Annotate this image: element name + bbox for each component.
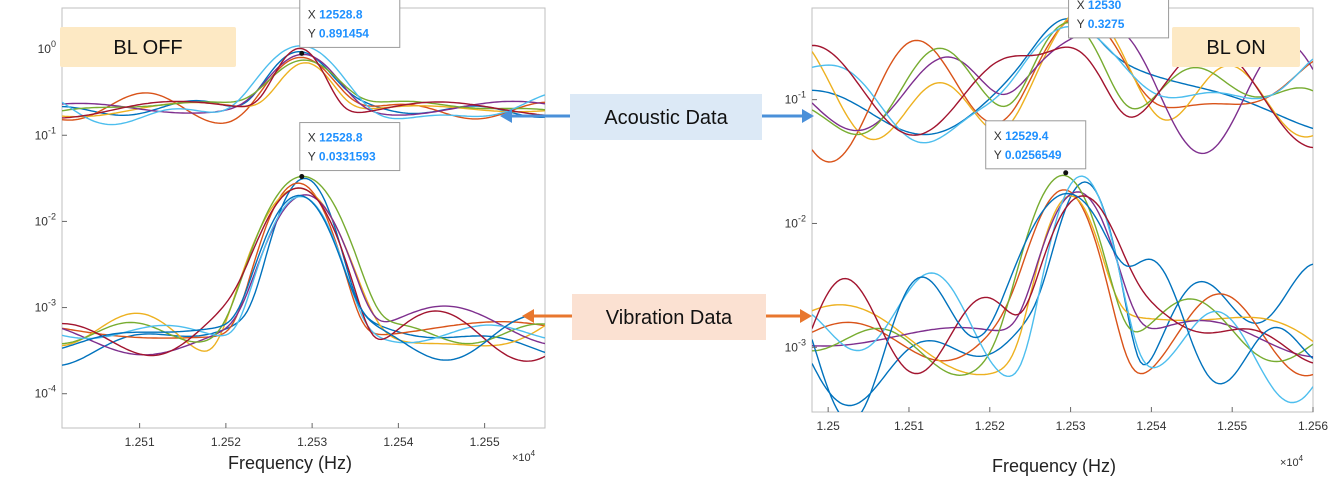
vibration-series-line (812, 175, 1313, 404)
vibration-series-line (812, 174, 1313, 377)
x-tick-label: 1.25 (816, 419, 840, 433)
x-tick-label: 1.254 (1136, 419, 1166, 433)
acoustic-series-line (62, 62, 545, 118)
vibration-arrowhead-right (800, 309, 812, 323)
vibration-label: Vibration Data (606, 307, 733, 329)
acoustic-series-line (62, 47, 545, 119)
acoustic-series-line (812, 21, 1313, 136)
plot-area-left (61, 7, 546, 429)
x-tick-label: 1.255 (1217, 419, 1247, 433)
y-tick-label: 10-1 (35, 125, 56, 142)
vibration-series-line (62, 182, 545, 339)
datatip-box (1068, 0, 1170, 39)
datatip-y: Y 0.891454 (308, 26, 370, 40)
plot-area-right (811, 7, 1314, 413)
datatip-marker (1063, 170, 1069, 176)
datatip-y: Y 0.0331593 (308, 150, 376, 164)
chart-bl-on: 1.25 1.251 1.252 1.253 1.254 1.255 1.256 10-1 10… (785, 0, 1328, 476)
x-tick-label: 1.255 (470, 435, 500, 449)
y-tick-label: 10-4 (35, 384, 56, 401)
x-tick-label: 1.256 (1298, 419, 1328, 433)
vibration-series-line (62, 177, 545, 366)
y-tick-label: 10-2 (35, 211, 56, 228)
x-tick-label: 1.251 (125, 435, 155, 449)
datatip-marker (299, 50, 305, 56)
acoustic-series-line (812, 17, 1313, 136)
vibration-series-line (812, 192, 1313, 412)
datatip-x: X 12528.8 (308, 131, 363, 145)
datatip-box (299, 122, 401, 172)
title-bg-left (60, 27, 236, 67)
acoustic-arrowhead-right (802, 109, 814, 123)
x-multiplier-right: ×104 (1280, 454, 1304, 469)
vibration-series-line (62, 187, 545, 362)
datatip-box (985, 120, 1087, 170)
datatip-x: X 12528.8 (308, 7, 363, 21)
datatip-marker (299, 174, 305, 180)
vibration-label-bg (572, 294, 766, 340)
acoustic-series-line (812, 25, 1313, 155)
x-tick-label: 1.253 (1056, 419, 1086, 433)
y-tick-label: 10-3 (785, 337, 806, 354)
vibration-series-line (812, 181, 1313, 407)
datatips-left: X 12528.8 Y 0.891454 X 12528.8 Y 0.0331593 (299, 0, 401, 180)
x-axis-label-left: Frequency (Hz) (228, 453, 352, 473)
y-tick-label: 10-3 (35, 298, 56, 315)
datatip-box (299, 0, 401, 48)
x-tick-label: 1.252 (211, 435, 241, 449)
y-tick-label: 10-2 (785, 213, 806, 230)
datatip-x: X 12530 (1077, 0, 1122, 12)
vibration-series-line (812, 195, 1313, 375)
chart-bl-off: 1.251 1.252 1.253 1.254 1.255 100 10-1 10-2 10-3… (35, 0, 546, 473)
vibration-arrowhead-left (522, 309, 534, 323)
ticks-left: 1.251 1.252 1.253 1.254 1.255 100 10-1 10-2 10-3… (35, 39, 500, 449)
x-axis-label-right: Frequency (Hz) (992, 456, 1116, 476)
x-tick-label: 1.253 (297, 435, 327, 449)
x-tick-label: 1.251 (894, 419, 924, 433)
vibration-series-line (62, 194, 545, 361)
chart-title-right: BL ON (1206, 37, 1265, 59)
vibration-series-line (812, 189, 1313, 377)
acoustic-label: Acoustic Data (604, 107, 728, 129)
vibration-annotation: Vibration Data (522, 294, 812, 340)
chart-title-left: BL OFF (113, 37, 182, 59)
acoustic-series-line (62, 59, 545, 112)
datatips-right: X 12530 Y 0.3275 X 12529.4 Y 0.0256549 (985, 0, 1170, 176)
acoustic-series-line (812, 25, 1313, 144)
datatip-x: X 12529.4 (994, 129, 1049, 143)
title-bg-right (1172, 27, 1300, 67)
curves-right (812, 8, 1313, 412)
x-multiplier-left: ×104 (512, 449, 536, 464)
y-tick-label: 10-1 (785, 90, 806, 107)
y-tick-label: 100 (38, 39, 56, 56)
acoustic-arrowhead-left (500, 109, 512, 123)
acoustic-series-line (62, 56, 545, 125)
acoustic-annotation: Acoustic Data (500, 94, 814, 140)
x-tick-label: 1.254 (383, 435, 413, 449)
acoustic-label-bg (570, 94, 762, 140)
datatip-y: Y 0.3275 (1077, 17, 1125, 31)
x-tick-label: 1.252 (975, 419, 1005, 433)
ticks-right: 1.25 1.251 1.252 1.253 1.254 1.255 1.256 10-1 10… (785, 90, 1328, 433)
datatip-y: Y 0.0256549 (994, 148, 1062, 162)
